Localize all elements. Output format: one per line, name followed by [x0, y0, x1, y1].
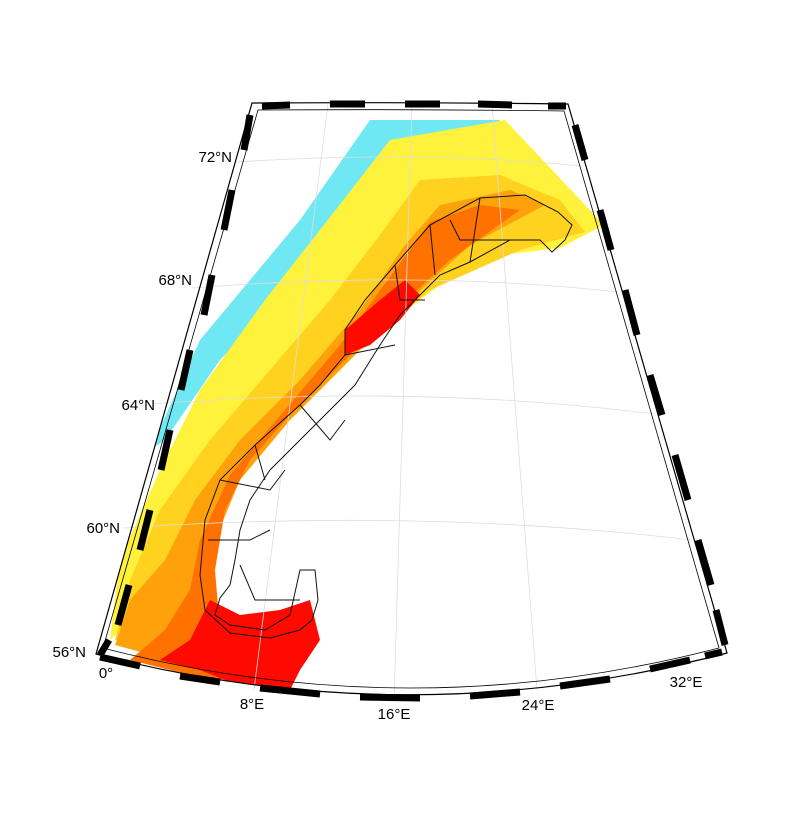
- lat-label: 64°N: [121, 397, 155, 414]
- lat-label: 72°N: [198, 149, 232, 166]
- dark-orange-zone: [130, 205, 520, 690]
- coastline: [199, 194, 573, 639]
- county-border: [254, 444, 266, 481]
- grid-line-lon-24: [491, 103, 538, 691]
- latitude-labels: 72°N 68°N 64°N 60°N 56°N: [52, 149, 232, 661]
- county-border: [449, 219, 510, 241]
- grid-line-lat-60: [123, 519, 693, 541]
- lon-label: 0°: [99, 665, 113, 682]
- coast-outlines: [199, 194, 573, 639]
- red-zone: [160, 280, 420, 690]
- county-border: [469, 197, 481, 263]
- lon-label: 32°E: [670, 674, 703, 691]
- grid-line-lat-72: [235, 156, 583, 167]
- lat-label: 60°N: [86, 520, 120, 537]
- orange-zone: [115, 190, 545, 660]
- frame-ticks-bottom: [99, 648, 723, 702]
- county-border: [429, 224, 436, 276]
- graticule: [123, 102, 693, 701]
- county-border: [208, 529, 271, 541]
- lat-label: 56°N: [52, 644, 86, 661]
- lon-label: 24°E: [522, 697, 555, 714]
- county-border: [239, 564, 300, 601]
- sea-fields: [110, 120, 604, 690]
- county-border: [394, 264, 425, 301]
- longitude-labels: 0° 8°E 16°E 24°E 32°E: [99, 665, 703, 723]
- county-border: [299, 404, 346, 441]
- frame-ticks-top: [261, 100, 566, 110]
- frame-ticks-right: [571, 124, 729, 646]
- lon-label: 16°E: [378, 706, 411, 723]
- county-border: [219, 469, 286, 491]
- grid-line-lon-8: [253, 103, 329, 691]
- map-frame: [95, 100, 729, 702]
- county-border: [344, 344, 396, 356]
- frame-ticks-left: [96, 114, 254, 657]
- frame-inner: [102, 109, 720, 689]
- lat-label: 68°N: [158, 272, 192, 289]
- grid-line-lon-16: [393, 102, 413, 701]
- grid-line-lat-64: [151, 395, 655, 415]
- lon-label: 8°E: [240, 696, 264, 713]
- grid-line-lat-68: [191, 279, 619, 293]
